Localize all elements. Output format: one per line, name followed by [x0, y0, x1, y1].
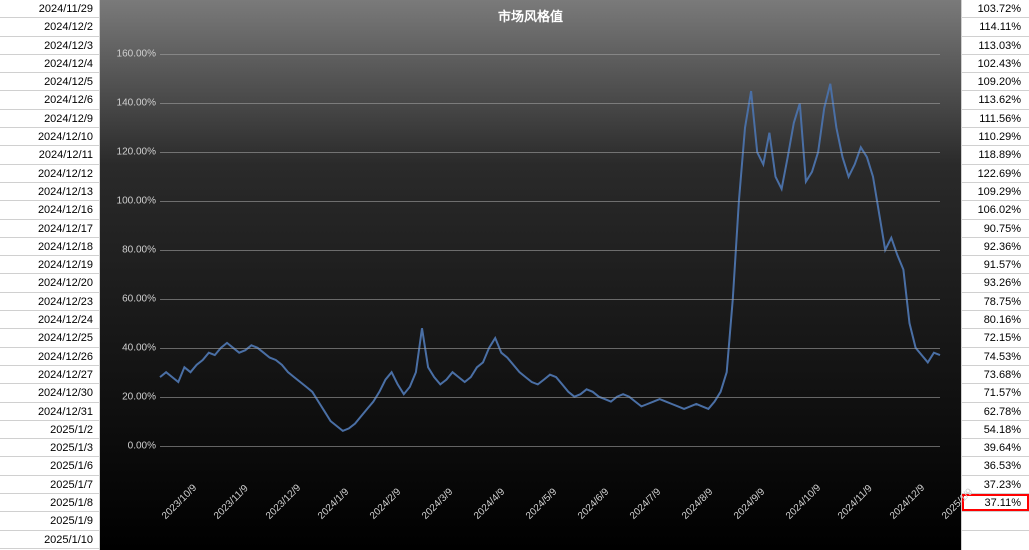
- xtick-label: 2024/5/9: [524, 486, 559, 521]
- date-cell: 2024/12/17: [0, 220, 99, 238]
- ytick-label: 60.00%: [102, 293, 156, 304]
- date-cell: 2024/12/24: [0, 311, 99, 329]
- value-cell: 111.56%: [962, 110, 1029, 128]
- ytick-label: 100.00%: [102, 196, 156, 207]
- date-cell: 2024/12/12: [0, 165, 99, 183]
- value-cell: 71.57%: [962, 384, 1029, 402]
- value-cell: 80.16%: [962, 311, 1029, 329]
- date-cell: 2025/1/3: [0, 439, 99, 457]
- xtick-label: 2024/12/9: [888, 483, 927, 522]
- value-cell: 114.11%: [962, 18, 1029, 36]
- value-cell: 113.62%: [962, 91, 1029, 109]
- date-cell: 2024/12/16: [0, 201, 99, 219]
- chart-panel: 市场风格值 0.00%20.00%40.00%60.00%80.00%100.0…: [100, 0, 961, 550]
- date-cell: 2024/12/2: [0, 18, 99, 36]
- xtick-label: 2023/10/9: [160, 483, 199, 522]
- value-cell: 72.15%: [962, 329, 1029, 347]
- ytick-label: 0.00%: [102, 440, 156, 451]
- xtick-label: 2023/12/9: [264, 483, 303, 522]
- date-cell: 2024/12/4: [0, 55, 99, 73]
- xtick-label: 2024/2/9: [368, 486, 403, 521]
- value-cell: [962, 512, 1029, 530]
- ytick-label: 80.00%: [102, 245, 156, 256]
- ytick-label: 160.00%: [102, 49, 156, 60]
- gridline: [160, 446, 940, 447]
- date-cell: 2024/11/29: [0, 0, 99, 18]
- date-cell: 2024/12/11: [0, 146, 99, 164]
- date-column: 2024/11/292024/12/22024/12/32024/12/4202…: [0, 0, 100, 550]
- value-cell: 39.64%: [962, 439, 1029, 457]
- date-cell: 2024/12/10: [0, 128, 99, 146]
- date-cell: 2025/1/8: [0, 494, 99, 512]
- ytick-label: 120.00%: [102, 147, 156, 158]
- gridline: [160, 397, 940, 398]
- gridline: [160, 152, 940, 153]
- date-cell: 2024/12/20: [0, 274, 99, 292]
- value-cell: 109.20%: [962, 73, 1029, 91]
- date-cell: 2024/12/25: [0, 329, 99, 347]
- value-cell: 109.29%: [962, 183, 1029, 201]
- date-cell: 2025/1/6: [0, 457, 99, 475]
- gridline: [160, 250, 940, 251]
- date-cell: 2024/12/19: [0, 256, 99, 274]
- xtick-label: 2023/11/9: [212, 483, 251, 522]
- value-cell: 78.75%: [962, 293, 1029, 311]
- value-cell: 110.29%: [962, 128, 1029, 146]
- value-column: 103.72%114.11%113.03%102.43%109.20%113.6…: [961, 0, 1029, 550]
- date-cell: 2024/12/26: [0, 348, 99, 366]
- xtick-label: 2024/6/9: [576, 486, 611, 521]
- date-cell: 2024/12/3: [0, 37, 99, 55]
- xtick-label: 2024/8/9: [680, 486, 715, 521]
- value-cell: 62.78%: [962, 403, 1029, 421]
- gridline: [160, 201, 940, 202]
- value-cell: 113.03%: [962, 37, 1029, 55]
- date-cell: 2025/1/2: [0, 421, 99, 439]
- chart-title: 市场风格值: [100, 6, 961, 25]
- value-cell: 54.18%: [962, 421, 1029, 439]
- xtick-label: 2024/10/9: [784, 483, 823, 522]
- xtick-label: 2024/1/9: [316, 486, 351, 521]
- date-cell: 2024/12/9: [0, 110, 99, 128]
- value-cell: 90.75%: [962, 220, 1029, 238]
- gridline: [160, 348, 940, 349]
- value-cell: 122.69%: [962, 165, 1029, 183]
- value-cell: 93.26%: [962, 274, 1029, 292]
- xtick-label: 2024/4/9: [472, 486, 507, 521]
- date-cell: 2024/12/13: [0, 183, 99, 201]
- xtick-label: 2024/9/9: [732, 486, 767, 521]
- date-cell: 2024/12/31: [0, 403, 99, 421]
- value-cell: 92.36%: [962, 238, 1029, 256]
- gridline: [160, 103, 940, 104]
- value-cell: 74.53%: [962, 348, 1029, 366]
- xtick-label: 2024/11/9: [836, 483, 875, 522]
- date-cell: 2024/12/5: [0, 73, 99, 91]
- gridline: [160, 299, 940, 300]
- date-cell: 2024/12/23: [0, 293, 99, 311]
- gridline: [160, 54, 940, 55]
- value-cell: 73.68%: [962, 366, 1029, 384]
- xtick-label: 2024/7/9: [628, 486, 663, 521]
- date-cell: 2025/1/9: [0, 512, 99, 530]
- value-cell: 118.89%: [962, 146, 1029, 164]
- date-cell: 2024/12/27: [0, 366, 99, 384]
- date-cell: 2025/1/10: [0, 531, 99, 549]
- ytick-label: 40.00%: [102, 342, 156, 353]
- value-cell: 91.57%: [962, 256, 1029, 274]
- value-cell: 103.72%: [962, 0, 1029, 18]
- date-cell: 2024/12/30: [0, 384, 99, 402]
- date-cell: 2024/12/18: [0, 238, 99, 256]
- date-cell: 2025/1/7: [0, 476, 99, 494]
- date-cell: 2024/12/6: [0, 91, 99, 109]
- value-cell: 106.02%: [962, 201, 1029, 219]
- value-cell: 102.43%: [962, 55, 1029, 73]
- ytick-label: 20.00%: [102, 391, 156, 402]
- xtick-label: 2024/3/9: [420, 486, 455, 521]
- value-cell: 36.53%: [962, 457, 1029, 475]
- plot-area: 0.00%20.00%40.00%60.00%80.00%100.00%120.…: [160, 30, 940, 470]
- ytick-label: 140.00%: [102, 98, 156, 109]
